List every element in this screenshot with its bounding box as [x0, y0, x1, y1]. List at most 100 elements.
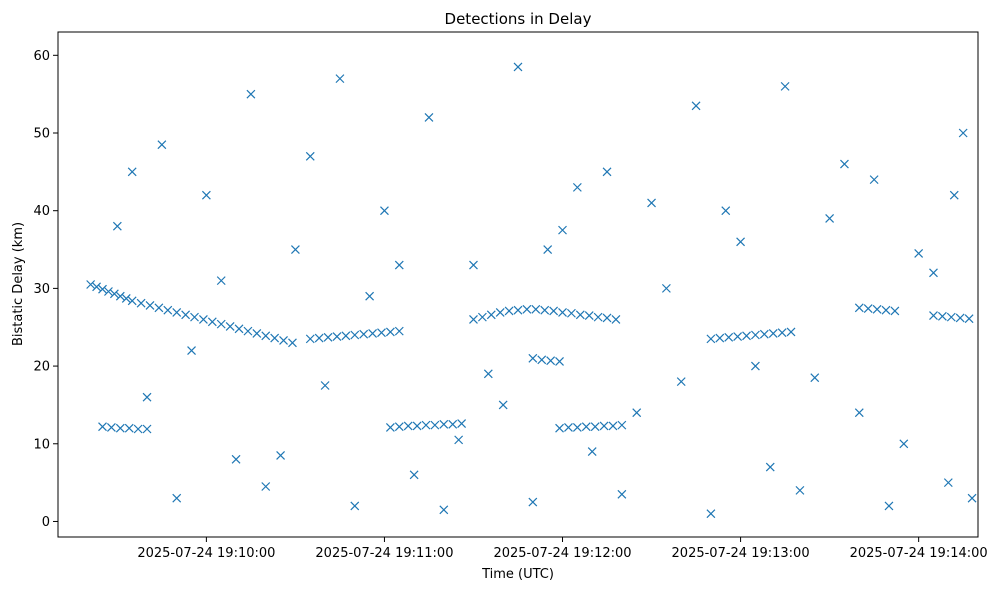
data-point-marker [955, 313, 965, 323]
data-point-marker [332, 332, 342, 341]
data-point-marker [558, 225, 567, 235]
data-point-marker [929, 311, 938, 321]
data-point-marker [368, 329, 378, 338]
data-point-marker [469, 315, 478, 324]
data-point-marker [127, 167, 137, 177]
data-point-marker [750, 361, 760, 371]
data-point-marker [872, 304, 882, 314]
data-point-marker [225, 322, 235, 331]
data-point-marker [780, 81, 790, 91]
data-point-marker [314, 333, 324, 343]
data-point-marker [115, 291, 125, 301]
y-axis-label: Bistatic Delay (km) [11, 222, 26, 346]
data-point-marker [964, 314, 974, 324]
data-point-marker [424, 113, 434, 122]
data-point-marker [305, 151, 315, 161]
data-point-marker [394, 260, 404, 270]
data-point-marker [786, 327, 796, 337]
data-point-marker [109, 289, 119, 299]
data-point-marker [288, 338, 297, 348]
y-tick-label: 20 [33, 360, 50, 375]
data-point-marker [810, 373, 820, 383]
data-point-marker [409, 470, 419, 480]
data-point-marker [537, 355, 547, 365]
data-point-marker [513, 305, 523, 315]
data-point-marker [98, 284, 107, 294]
x-tick-label: 2025-07-24 19:14:00 [850, 546, 988, 561]
data-point-marker [305, 334, 315, 344]
data-point-marker [92, 282, 102, 292]
data-point-marker [546, 356, 556, 366]
data-point-marker [252, 329, 262, 338]
data-point-marker [759, 329, 769, 339]
data-point-marker [207, 317, 217, 327]
data-point-marker [145, 301, 155, 310]
data-point-marker [124, 423, 134, 433]
data-point-marker [172, 493, 182, 503]
data-point-marker [201, 190, 211, 200]
data-point-marker [575, 310, 585, 320]
x-tick-label: 2025-07-24 19:13:00 [672, 546, 810, 561]
data-markers [86, 62, 977, 519]
data-point-marker [513, 62, 523, 72]
data-point-marker [454, 435, 464, 445]
data-point-marker [142, 424, 152, 434]
data-point-marker [469, 260, 478, 270]
data-point-marker [86, 280, 96, 289]
data-point-marker [157, 140, 167, 150]
data-point-marker [884, 501, 894, 511]
data-point-marker [929, 268, 938, 278]
data-point-marker [181, 310, 191, 320]
data-point-marker [106, 423, 116, 432]
data-point-marker [572, 423, 582, 432]
data-point-marker [617, 420, 627, 430]
data-point-marker [127, 296, 137, 306]
data-point-marker [486, 310, 496, 320]
data-point-marker [439, 505, 449, 515]
data-point-marker [937, 311, 947, 321]
data-point-marker [121, 294, 131, 303]
data-point-marker [528, 353, 538, 363]
data-point-marker [914, 248, 924, 258]
data-point-marker [385, 423, 395, 432]
data-point-marker [706, 334, 716, 344]
data-point-marker [290, 245, 300, 254]
data-point-marker [555, 356, 564, 366]
data-point-marker [602, 167, 612, 177]
data-point-marker [365, 291, 375, 301]
data-point-marker [721, 206, 731, 216]
data-point-marker [967, 493, 977, 503]
data-point-marker [768, 329, 778, 338]
data-point-marker [715, 333, 725, 343]
data-point-marker [795, 485, 805, 495]
data-point-marker [350, 330, 360, 340]
data-point-marker [863, 304, 873, 314]
data-point-marker [733, 332, 743, 341]
data-point-marker [543, 245, 553, 254]
data-point-marker [243, 326, 253, 336]
axes-frame [57, 31, 979, 538]
x-axis: 2025-07-24 19:10:00 2025-07-24 19:11:00 20… [137, 537, 988, 561]
data-point-marker [724, 332, 734, 342]
data-point-marker [611, 315, 621, 324]
y-tick-label: 30 [33, 282, 50, 297]
data-point-marker [608, 421, 618, 431]
data-point-marker [412, 421, 422, 431]
data-point-marker [234, 324, 244, 334]
data-point-marker [216, 276, 226, 286]
data-point-marker [647, 198, 656, 208]
data-point-marker [187, 346, 196, 355]
data-point-marker [632, 408, 642, 418]
data-point-marker [869, 175, 879, 185]
data-point-marker [572, 182, 582, 192]
data-point-marker [136, 298, 146, 308]
data-point-marker [504, 306, 514, 316]
data-point-marker [483, 369, 493, 379]
data-point-marker [320, 381, 330, 390]
data-point-marker [540, 305, 550, 315]
data-point-marker [430, 420, 440, 430]
y-tick-label: 0 [42, 515, 50, 530]
data-point-marker [323, 332, 333, 342]
data-point-marker [261, 482, 271, 491]
